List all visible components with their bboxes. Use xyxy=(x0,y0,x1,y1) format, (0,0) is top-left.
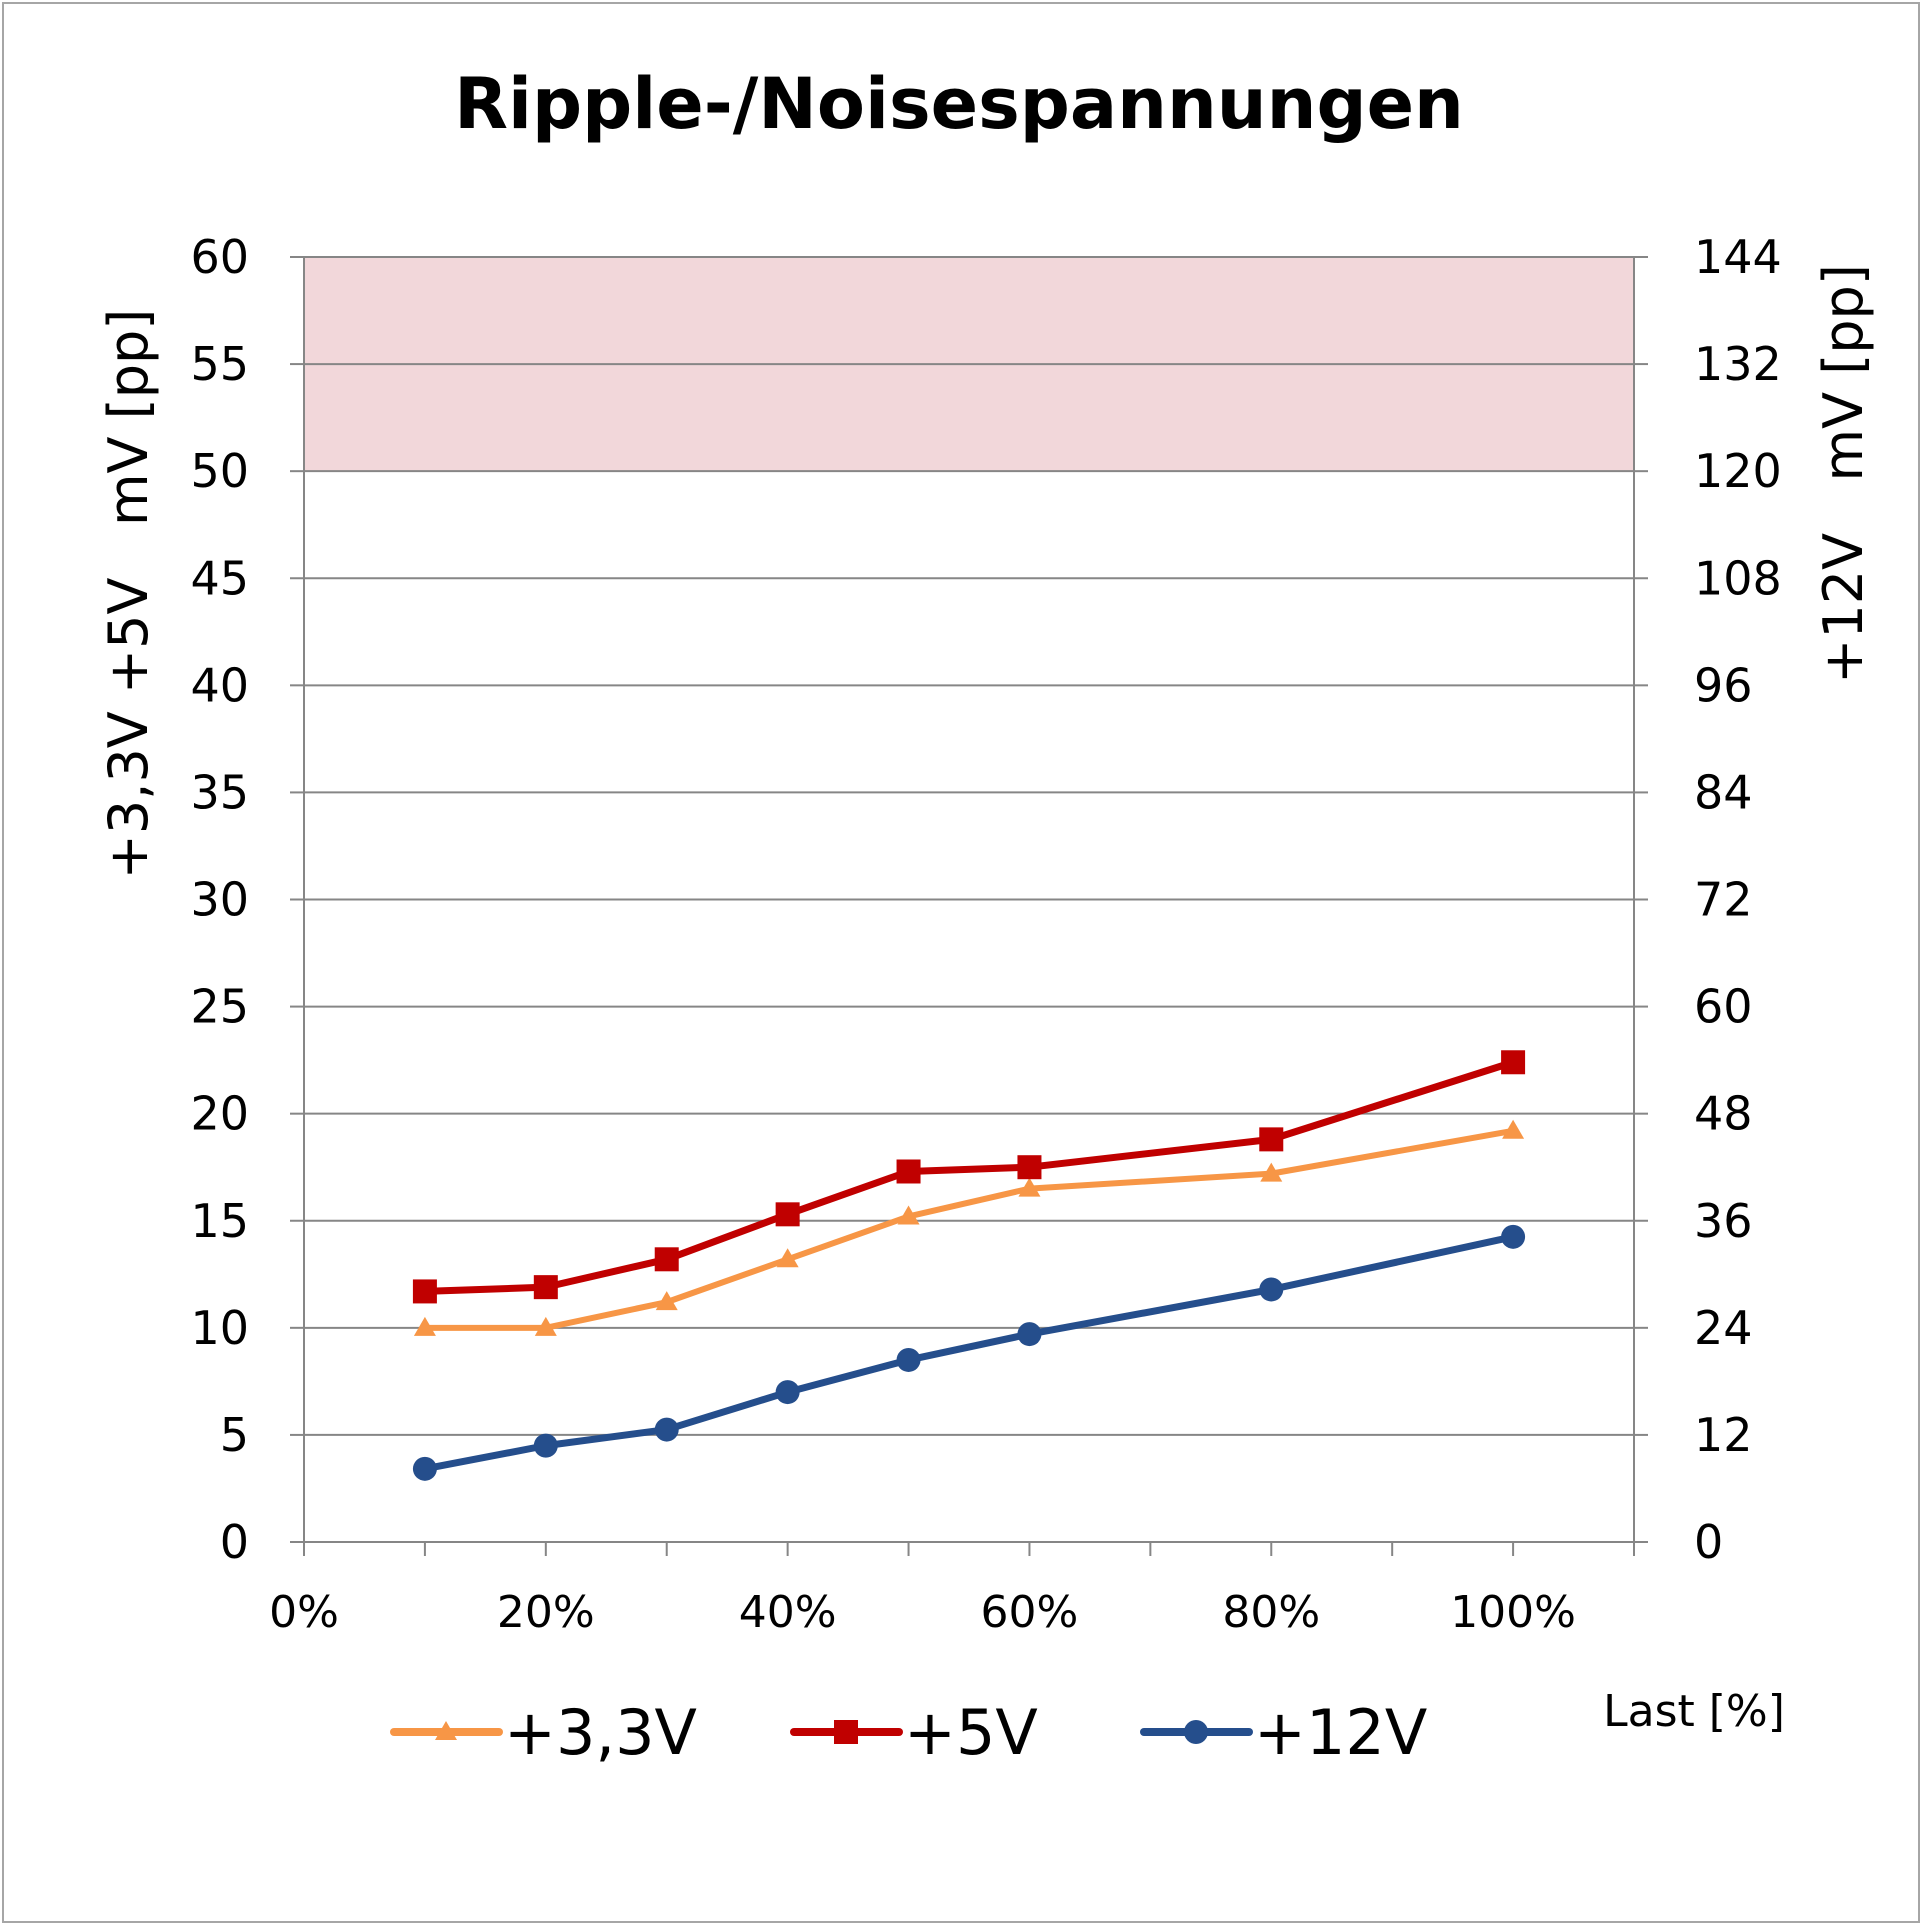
x-tick-label: 60% xyxy=(981,1587,1079,1638)
series-line xyxy=(421,1058,1517,1295)
data-point xyxy=(1259,1127,1284,1152)
data-point xyxy=(533,1433,558,1458)
right-tick-label: 132 xyxy=(1694,337,1782,391)
left-tick-label: 50 xyxy=(190,444,249,498)
series-circle xyxy=(412,1224,1526,1481)
legend-marker xyxy=(834,1720,858,1744)
series-triangle xyxy=(413,1119,1525,1336)
left-tick-label: 35 xyxy=(190,765,249,819)
data-point xyxy=(1017,1155,1042,1180)
right-tick-label: 84 xyxy=(1694,765,1753,819)
right-tick-label: 120 xyxy=(1694,444,1782,498)
left-tick-label: 5 xyxy=(220,1408,249,1462)
series-layer xyxy=(412,1050,1526,1481)
right-tick-label: 108 xyxy=(1694,551,1782,605)
data-point xyxy=(1501,1224,1526,1249)
data-point xyxy=(1260,1162,1283,1182)
data-point xyxy=(533,1275,558,1300)
right-tick-label: 144 xyxy=(1694,230,1782,284)
data-point xyxy=(896,1347,921,1372)
axes xyxy=(303,257,1635,1543)
data-point xyxy=(775,1380,800,1405)
x-axis-tick-labels: 0% 20% 40% 60% 80% 100% xyxy=(269,1587,1576,1638)
left-tick-label: 25 xyxy=(190,980,249,1034)
legend-marker xyxy=(1184,1720,1208,1744)
right-tick-label: 96 xyxy=(1694,658,1753,712)
left-tick-label: 60 xyxy=(190,230,249,284)
x-tick-label: 0% xyxy=(269,1587,339,1638)
right-tick-label: 36 xyxy=(1694,1194,1753,1248)
right-tick-label: 72 xyxy=(1694,873,1753,927)
data-point xyxy=(1502,1119,1525,1139)
data-point xyxy=(896,1159,921,1184)
right-tick-label: 60 xyxy=(1694,980,1753,1034)
series-square xyxy=(412,1050,1526,1304)
data-point xyxy=(534,1316,557,1336)
left-tick-label: 15 xyxy=(190,1194,249,1248)
right-tick-label: 24 xyxy=(1694,1301,1753,1355)
data-point xyxy=(412,1279,437,1304)
right-tick-label: 48 xyxy=(1694,1087,1753,1141)
left-tick-label: 30 xyxy=(190,873,249,927)
right-tick-label: 12 xyxy=(1694,1408,1753,1462)
x-axis-label: Last [%] xyxy=(1603,1686,1785,1737)
data-point xyxy=(775,1202,800,1227)
legend-label: +12V xyxy=(1254,1696,1427,1769)
y-axis-label-left: +3,3V +5V mV [pp] xyxy=(97,309,160,880)
series-line xyxy=(421,1127,1517,1331)
left-tick-label: 40 xyxy=(190,658,249,712)
left-tick-label: 10 xyxy=(190,1301,249,1355)
data-point xyxy=(1017,1322,1042,1347)
data-point xyxy=(1018,1177,1041,1197)
data-point xyxy=(654,1417,679,1442)
y-axis-label-right: +12V mV [pp] xyxy=(1812,264,1875,684)
x-tick-label: 40% xyxy=(739,1587,837,1638)
left-tick-label: 20 xyxy=(190,1087,249,1141)
x-tick-label: 20% xyxy=(497,1587,595,1638)
legend-label: +5V xyxy=(904,1696,1038,1769)
data-point xyxy=(897,1205,920,1225)
x-tick-label: 100% xyxy=(1450,1587,1576,1638)
legend: +3,3V +5V +12V xyxy=(390,1696,1427,1769)
data-point xyxy=(776,1248,799,1268)
data-point xyxy=(655,1291,678,1311)
left-tick-label: 55 xyxy=(190,337,249,391)
data-point xyxy=(1259,1277,1284,1302)
left-tick-label: 45 xyxy=(190,551,249,605)
data-point xyxy=(1501,1050,1526,1075)
chart-title: Ripple-/Noisespannungen xyxy=(454,63,1464,145)
gridlines xyxy=(290,256,1648,1556)
right-axis-tick-labels: 0 12 24 36 48 60 72 84 96 108 120 132 144 xyxy=(1694,230,1782,1569)
legend-label: +3,3V xyxy=(504,1696,697,1769)
legend-marker xyxy=(435,1721,457,1740)
right-tick-label: 0 xyxy=(1694,1515,1723,1569)
series-line xyxy=(421,1233,1517,1473)
data-point xyxy=(413,1316,436,1336)
x-tick-label: 80% xyxy=(1222,1587,1320,1638)
chart-svg: Ripple-/Noisespannungen 0 5 10 15 20 25 30 35 40… xyxy=(97,63,1875,1769)
left-axis-tick-labels: 0 5 10 15 20 25 30 35 40 45 50 55 60 xyxy=(190,230,249,1569)
data-point xyxy=(412,1456,437,1481)
data-point xyxy=(654,1247,679,1272)
left-tick-label: 0 xyxy=(220,1515,249,1569)
